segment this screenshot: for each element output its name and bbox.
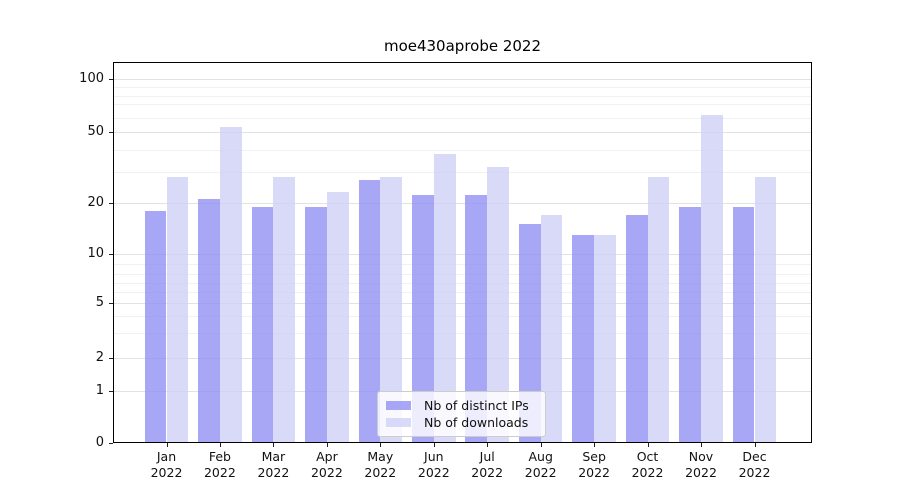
gridline-2 [114, 357, 811, 359]
x-tick-label-jun: Jun 2022 [417, 449, 450, 480]
y-tick-label-10: 10 [87, 246, 104, 261]
y-tick-0 [109, 443, 113, 444]
y-tick-label-100: 100 [79, 71, 104, 86]
x-tick-label-aug: Aug 2022 [524, 449, 557, 480]
x-tick-apr [326, 443, 328, 447]
y-tick-5 [109, 302, 113, 304]
y-tick-50 [109, 132, 113, 133]
bar-jul-distinct-ips [465, 195, 488, 443]
x-tick-label-mar: Mar 2022 [257, 449, 290, 480]
y-tick-label-2: 2 [95, 349, 104, 365]
legend: Nb of distinct IPs Nb of downloads [377, 391, 546, 437]
y-tick-20 [109, 202, 113, 204]
legend-entry-downloads: Nb of downloads [386, 414, 537, 431]
x-tick-label-apr: Apr 2022 [310, 449, 343, 480]
legend-swatch-distinct-ips [386, 401, 411, 410]
bar-may-distinct-ips [358, 179, 381, 443]
bar-nov-downloads [701, 114, 723, 443]
bar-jun-distinct-ips [411, 195, 434, 443]
y-tick-label-0: 0 [95, 435, 104, 450]
bar-aug-downloads [540, 214, 563, 443]
bar-jul-downloads [487, 166, 509, 443]
gridline-8 [114, 274, 811, 275]
bar-oct-downloads [647, 176, 670, 443]
bar-dec-downloads [754, 176, 777, 443]
x-tick-label-may: May 2022 [364, 449, 397, 480]
gridline-5 [114, 302, 811, 304]
y-tick-2 [109, 357, 113, 359]
gridline-60 [114, 117, 811, 119]
x-tick-label-sep: Sep 2022 [578, 449, 610, 480]
gridline-90 [114, 87, 811, 88]
x-tick-jan [166, 443, 168, 447]
bar-jan-downloads [166, 176, 189, 443]
bar-may-downloads [380, 176, 403, 443]
y-tick-label-5: 5 [95, 294, 104, 310]
legend-label-distinct-ips: Nb of distinct IPs [424, 398, 529, 413]
bar-feb-downloads [219, 127, 242, 443]
gridline-40 [114, 150, 811, 151]
gridline-30 [114, 171, 811, 173]
x-tick-label-dec: Dec 2022 [738, 449, 771, 480]
bar-jan-distinct-ips [144, 210, 167, 443]
legend-entry-distinct-ips: Nb of distinct IPs [386, 397, 537, 414]
x-tick-aug [540, 443, 542, 447]
x-tick-mar [273, 443, 275, 447]
x-tick-label-jul: Jul 2022 [471, 449, 504, 480]
x-tick-sep [594, 443, 596, 447]
y-tick-label-50: 50 [87, 124, 104, 139]
gridline-3 [114, 333, 811, 334]
x-tick-label-feb: Feb 2022 [203, 449, 236, 480]
bar-apr-distinct-ips [305, 206, 327, 443]
x-tick-jul [487, 443, 489, 447]
y-tick-100 [109, 79, 113, 80]
gridline-7 [114, 283, 811, 284]
bar-sep-downloads [594, 234, 616, 443]
bar-mar-distinct-ips [251, 206, 274, 443]
gridline-70 [114, 104, 811, 105]
bar-mar-downloads [273, 176, 296, 443]
gridline-50 [114, 132, 811, 133]
chart-title: moe430aprobe 2022 [383, 37, 542, 55]
bar-jun-downloads [433, 153, 456, 443]
gridline-10 [114, 254, 811, 255]
x-tick-label-nov: Nov 2022 [685, 449, 717, 480]
gridline-100 [114, 79, 811, 80]
gridline-9 [114, 264, 811, 265]
y-tick-1 [109, 391, 113, 392]
bar-apr-downloads [326, 191, 349, 443]
y-tick-10 [109, 254, 113, 255]
bar-oct-distinct-ips [625, 214, 648, 443]
gridline-20 [114, 202, 811, 204]
bar-feb-distinct-ips [198, 198, 220, 443]
bar-nov-distinct-ips [679, 206, 701, 443]
y-tick-label-1: 1 [95, 383, 104, 398]
x-tick-label-jan: Jan 2022 [150, 449, 183, 480]
bar-aug-distinct-ips [518, 224, 541, 443]
y-tick-label-20: 20 [87, 194, 104, 210]
x-tick-dec [754, 443, 756, 447]
x-tick-oct [647, 443, 649, 447]
x-tick-jun [433, 443, 435, 447]
bar-dec-distinct-ips [732, 206, 755, 443]
gridline-6 [114, 292, 811, 293]
x-tick-nov [701, 443, 702, 447]
bar-sep-distinct-ips [572, 234, 595, 443]
x-tick-may [380, 443, 382, 447]
gridline-4 [114, 316, 811, 317]
x-tick-feb [219, 443, 221, 447]
gridline-80 [114, 96, 811, 97]
legend-label-downloads: Nb of downloads [424, 415, 529, 430]
x-tick-label-oct: Oct 2022 [631, 449, 664, 480]
legend-swatch-downloads [386, 418, 411, 427]
